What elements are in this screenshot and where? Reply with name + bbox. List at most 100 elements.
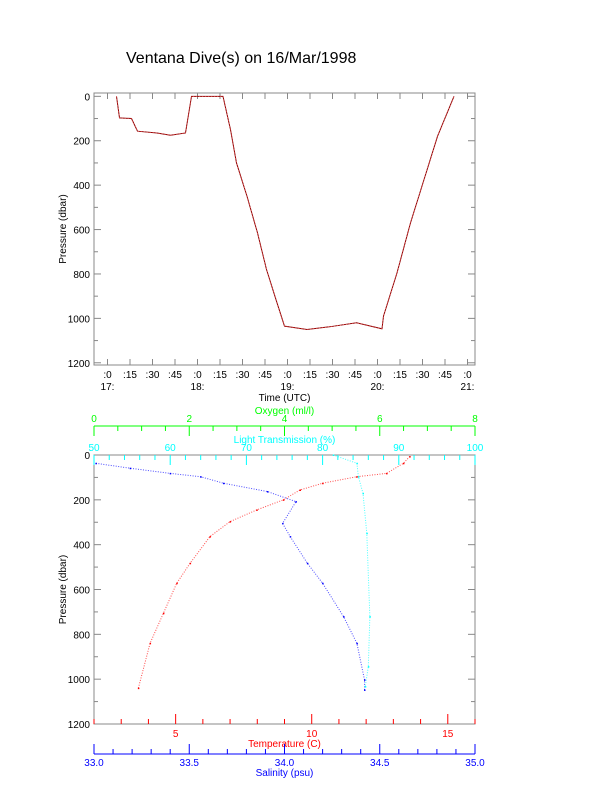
light-axis-label: Light Transmission (%) (234, 435, 336, 446)
salinity-data-point (343, 616, 345, 618)
light-data-point (362, 492, 364, 495)
y-tick-label: 400 (73, 181, 90, 192)
salinity-data-point (200, 476, 202, 478)
salinity-data-point (169, 472, 172, 475)
x-tick-label: :15 (393, 370, 407, 381)
temperature-data-point (386, 472, 388, 475)
x-tick-label: :0 (463, 370, 472, 381)
temperature-data-point (176, 582, 178, 585)
salinity-data-point (266, 491, 269, 493)
pressure-series-line (116, 95, 455, 330)
temperature-data-point (189, 562, 192, 565)
temperature-data-point (402, 462, 405, 465)
x-tick-label: :30 (146, 370, 160, 381)
x-tick-label: :0 (373, 370, 382, 381)
light-data-point (369, 616, 371, 618)
chart-title: Ventana Dive(s) on 16/Mar/1998 (126, 50, 357, 67)
salinity-axis-label: Salinity (psu) (256, 768, 314, 779)
light-data-point (332, 454, 335, 456)
light-tick-label: 90 (393, 443, 405, 454)
x-tick-label: :30 (326, 370, 340, 381)
light-data-point (366, 532, 368, 535)
temperature-series-line (137, 456, 411, 689)
light-tick-label: 100 (467, 443, 484, 454)
light-tick-label: 80 (317, 443, 329, 454)
x-tick-label: :30 (236, 370, 250, 381)
light-tick-label: 60 (165, 443, 177, 454)
salinity-tick-label: 33.0 (84, 758, 104, 769)
oxygen-tick-label: 8 (472, 414, 478, 425)
temperature-data-point (299, 489, 302, 491)
x-tick-label: :45 (168, 370, 182, 381)
salinity-data-point (95, 462, 97, 465)
salinity-tick-label: 34.0 (275, 758, 295, 769)
temperature-tick-label: 5 (173, 729, 179, 740)
x-tick-hour-label: 18: (191, 382, 205, 393)
salinity-data-point (364, 689, 366, 691)
x-tick-label: :15 (213, 370, 227, 381)
x-tick-label: :15 (303, 370, 317, 381)
y-tick-label: 600 (73, 586, 90, 597)
light-tick-label: 50 (88, 443, 100, 454)
x-axis-label: Time (UTC) (259, 393, 311, 404)
x-tick-label: :45 (438, 370, 452, 381)
temperature-tick-label: 10 (306, 729, 318, 740)
salinity-data-point (282, 522, 284, 525)
y-tick-label: 200 (73, 496, 90, 507)
salinity-tick-label: 33.5 (180, 758, 200, 769)
y-axis-label: Pressure (dbar) (58, 194, 69, 263)
y-tick-label: 1200 (68, 359, 91, 370)
temperature-data-point (356, 476, 358, 478)
x-tick-label: :45 (348, 370, 362, 381)
x-tick-label: :0 (193, 370, 202, 381)
y-tick-label: 800 (73, 630, 90, 641)
y-tick-label: 1200 (68, 720, 91, 731)
plot-frame-top (93, 92, 476, 366)
temperature-data-point (409, 456, 411, 458)
salinity-data-point (322, 582, 324, 585)
oxygen-tick-label: 0 (91, 414, 97, 425)
x-tick-hour-label: 17: (101, 382, 115, 393)
oxygen-axis-label: Oxygen (ml/l) (255, 406, 314, 417)
y-tick-label: 600 (73, 226, 90, 237)
x-tick-label: :45 (258, 370, 272, 381)
light-data-point (367, 666, 370, 668)
salinity-data-point (289, 536, 292, 538)
temperature-data-point (149, 642, 152, 645)
y-tick-label: 1000 (68, 675, 91, 686)
oxygen-tick-label: 2 (186, 414, 192, 425)
temperature-data-point (162, 612, 165, 615)
x-tick-label: :15 (123, 370, 137, 381)
x-tick-hour-label: 21: (461, 382, 475, 393)
temperature-data-point (137, 687, 140, 690)
salinity-tick-label: 35.0 (465, 758, 485, 769)
salinity-tick-label: 34.5 (370, 758, 390, 769)
x-tick-label: :0 (283, 370, 292, 381)
x-tick-label: :0 (103, 370, 112, 381)
temperature-data-point (322, 482, 324, 485)
y-tick-label: 400 (73, 541, 90, 552)
plot-frame-bottom (93, 454, 476, 725)
salinity-data-point (306, 562, 309, 565)
light-data-point (356, 462, 358, 465)
temperature-tick-label: 15 (442, 729, 454, 740)
x-tick-label: :30 (416, 370, 430, 381)
light-data-point (364, 686, 367, 688)
light-tick-label: 70 (241, 443, 253, 454)
light-data-point (357, 476, 360, 478)
salinity-series-line (95, 462, 366, 690)
y-tick-label: 200 (73, 137, 90, 148)
y-tick-label: 1000 (68, 314, 91, 325)
oxygen-tick-label: 6 (377, 414, 383, 425)
salinity-data-point (364, 679, 366, 681)
x-tick-hour-label: 20: (371, 382, 385, 393)
salinity-data-point (129, 467, 132, 470)
salinity-data-point (223, 482, 225, 485)
y-tick-label: 0 (84, 451, 90, 462)
temperature-data-point (209, 536, 211, 538)
y-axis-label: Pressure (dbar) (58, 555, 69, 624)
oxygen-tick-label: 4 (282, 414, 288, 425)
salinity-data-point (295, 501, 297, 503)
light-series-line (333, 454, 371, 687)
temperature-data-point (229, 521, 232, 523)
